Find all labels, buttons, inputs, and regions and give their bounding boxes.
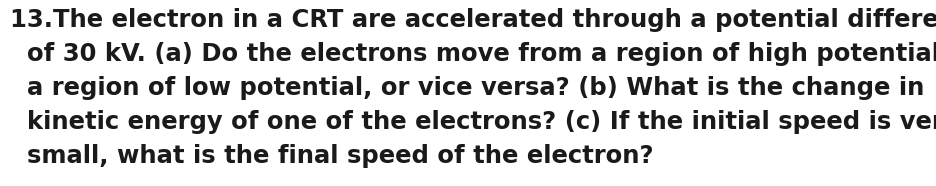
Text: of 30 kV. (a) Do the electrons move from a region of high potential to: of 30 kV. (a) Do the electrons move from… [10, 42, 936, 66]
Text: small, what is the final speed of the electron?: small, what is the final speed of the el… [10, 144, 653, 168]
Text: 13.The electron in a CRT are accelerated through a potential difference: 13.The electron in a CRT are accelerated… [10, 8, 936, 32]
Text: a region of low potential, or vice versa? (b) What is the change in: a region of low potential, or vice versa… [10, 76, 924, 100]
Text: kinetic energy of one of the electrons? (c) If the initial speed is very: kinetic energy of one of the electrons? … [10, 110, 936, 134]
